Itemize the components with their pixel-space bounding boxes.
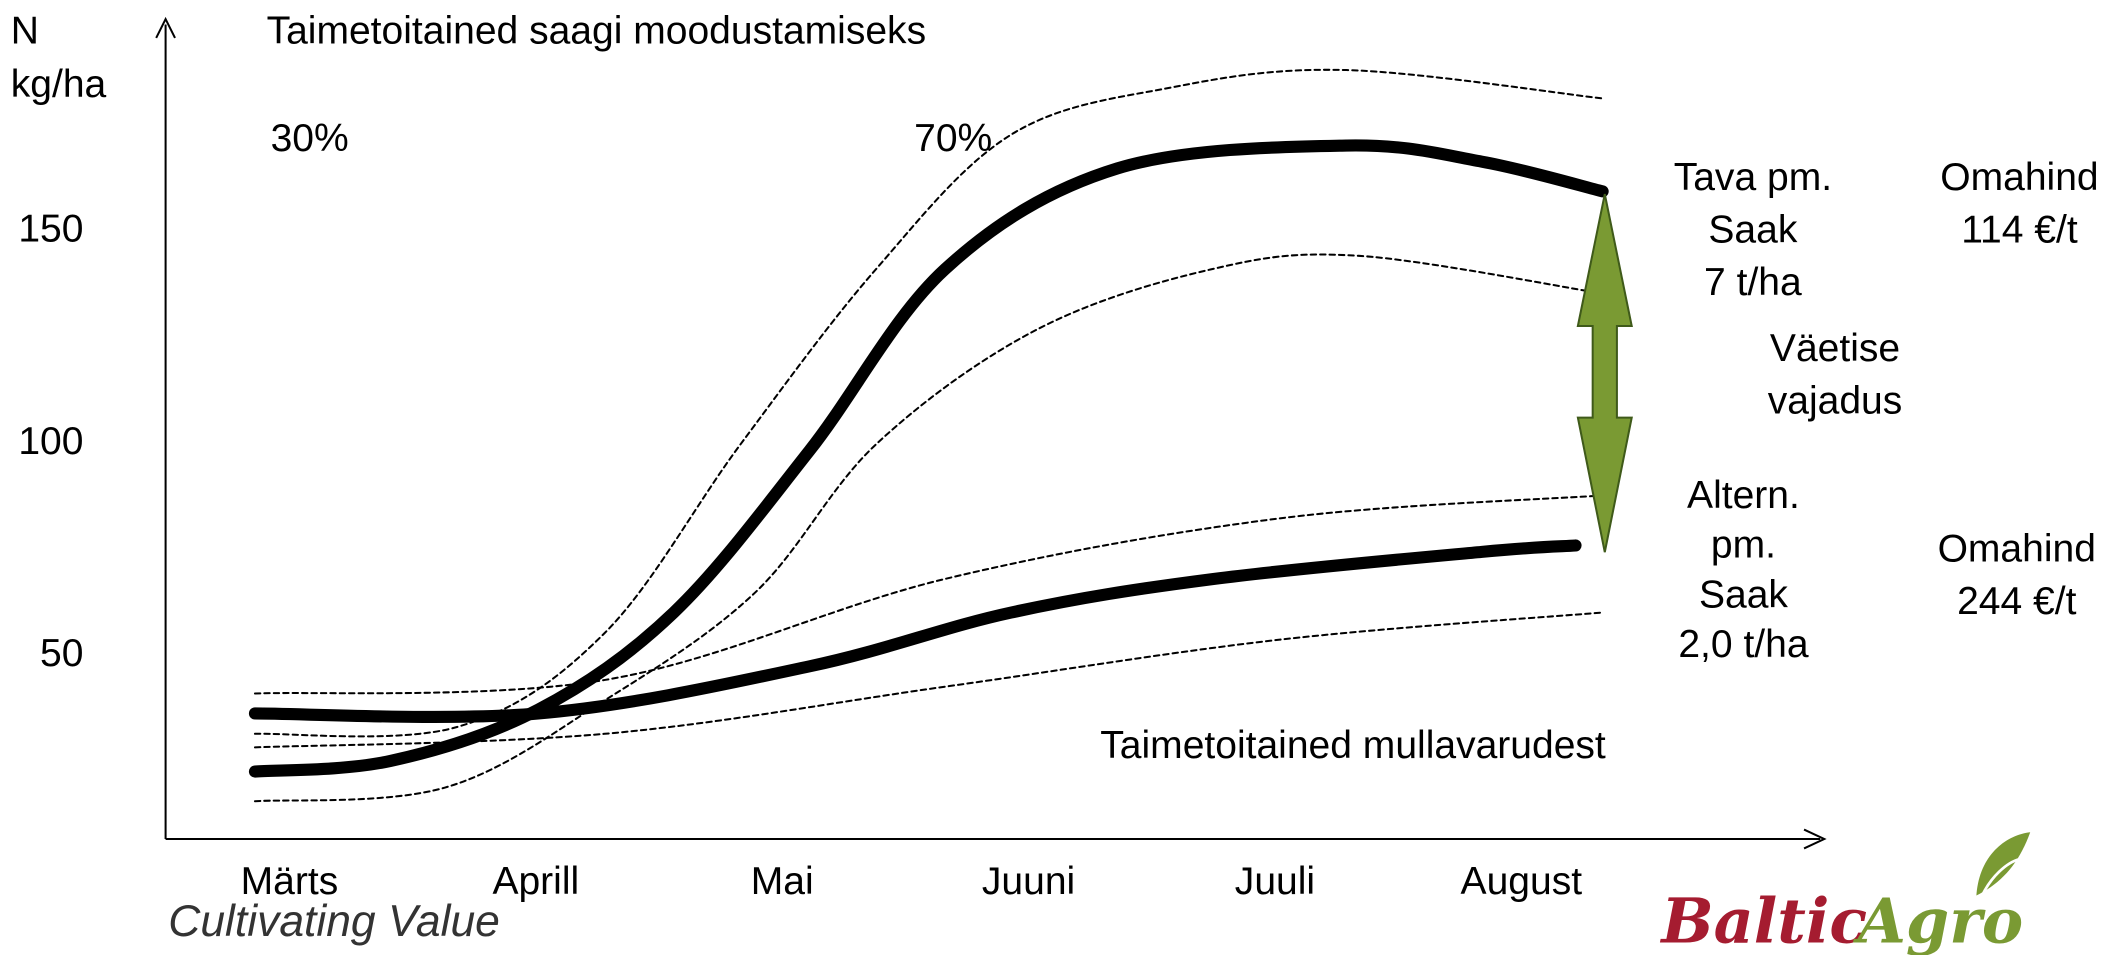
fertilizer-arrow: [1576, 193, 1633, 553]
curves: [248, 68, 1609, 803]
annotation: Omahind: [1938, 528, 2096, 571]
series-line: [248, 539, 1582, 723]
chart-title: Taimetoitained saagi moodustamiseks: [267, 9, 927, 52]
annotation: Altern.: [1687, 474, 1800, 517]
double-arrow: [1576, 193, 1633, 553]
y-tick-label: 50: [40, 632, 83, 675]
annotation: Omahind: [1940, 156, 2098, 199]
y-axis-arrow: [155, 16, 176, 39]
series-line: [248, 139, 1609, 778]
range-line: [253, 494, 1604, 695]
y-axis-label: N: [11, 9, 39, 52]
footer: Cultivating Value: [168, 897, 500, 946]
x-tick-label: August: [1461, 860, 1583, 903]
x-tick-label: Juuli: [1235, 860, 1315, 903]
range-line: [253, 253, 1604, 803]
annotation: Saak: [1708, 209, 1797, 252]
annotation: vajadus: [1768, 380, 1903, 423]
logo-text: Baltic: [1659, 885, 1867, 955]
annotation: 30%: [271, 117, 349, 160]
annotation: pm.: [1711, 524, 1776, 567]
y-tick-label: 100: [18, 420, 83, 463]
annotation: 7 t/ha: [1704, 261, 1802, 304]
x-tick-label: Märts: [241, 860, 339, 903]
logo-leaf-vein: [1977, 857, 2020, 903]
axes: [155, 16, 1827, 850]
range-line: [253, 611, 1604, 749]
annotation: 244 €/t: [1957, 580, 2077, 623]
x-axis-arrow: [1803, 828, 1827, 850]
annotations: 30% 70% Tava pm. Saak 7 t/ha Omahind 114 €/t Vä…: [271, 117, 2099, 767]
logo-text: Agro: [1853, 885, 2023, 955]
logo-leaf: [1976, 832, 2031, 896]
x-tick-label: Juuni: [982, 860, 1075, 903]
annotation: Saak: [1699, 573, 1788, 616]
x-tick-label: Aprill: [492, 860, 579, 903]
logo: Baltic Agro: [1659, 832, 2031, 955]
y-tick-label: 150: [18, 208, 83, 251]
annotation: Taimetoitained mullavarudest: [1100, 724, 1606, 767]
y-axis-label: kg/ha: [11, 63, 107, 106]
range-line: [253, 68, 1604, 738]
annotation: Tava pm.: [1674, 156, 1832, 199]
annotation: 2,0 t/ha: [1678, 623, 1808, 666]
annotation: Väetise: [1770, 327, 1900, 370]
annotation: 70%: [914, 117, 992, 160]
x-tick-label: Mai: [751, 860, 814, 903]
annotation: 114 €/t: [1961, 209, 2078, 252]
